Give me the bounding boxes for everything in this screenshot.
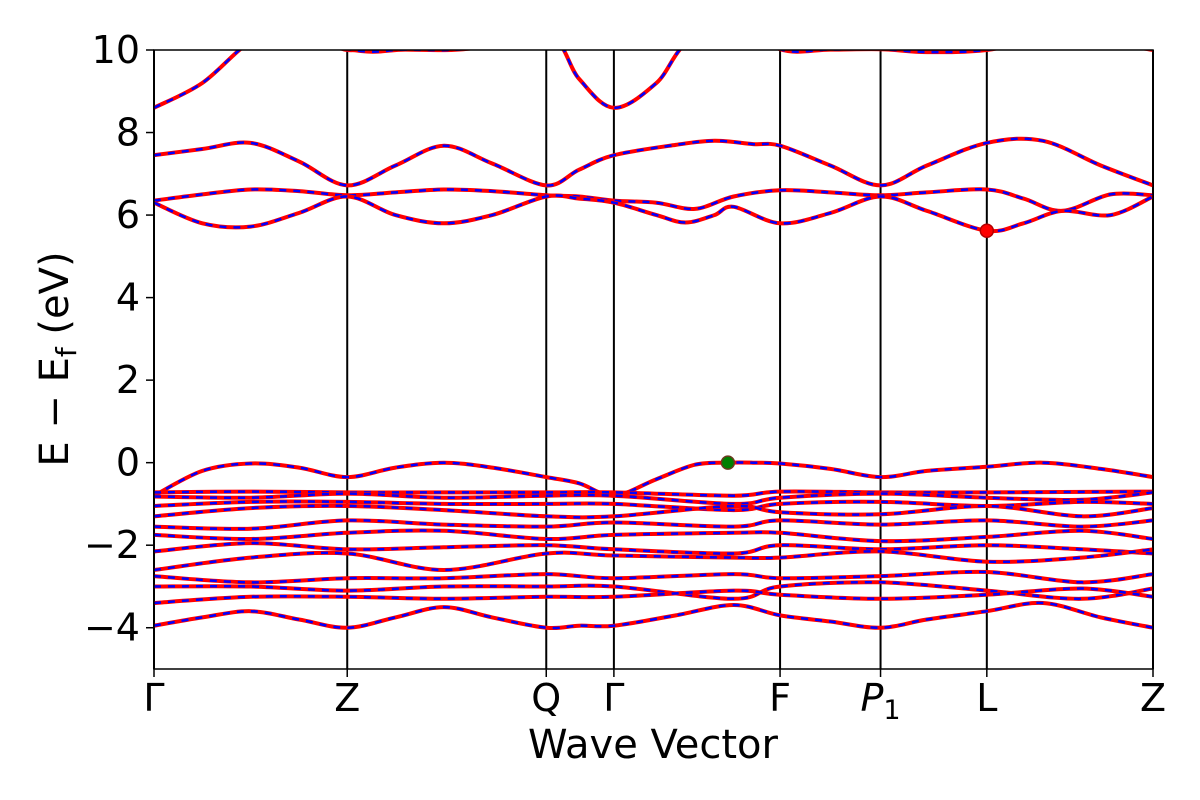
- x-tick-label-7: Z: [1140, 676, 1166, 720]
- band-spin-up-1: [340, 50, 1153, 55]
- x-tick-label-0: Γ: [143, 676, 164, 720]
- band-spin-up-14: [154, 569, 1153, 585]
- band-spin-down-7: [154, 491, 1153, 506]
- y-axis-ticks: −4 −2 0 2 4 6 8 10: [84, 28, 154, 650]
- y-axis-label: E − Ef (eV): [32, 251, 83, 466]
- y-tick-label-3: 2: [116, 358, 140, 402]
- plot-frame: [153, 49, 1154, 670]
- x-axis-label: Wave Vector: [528, 722, 779, 768]
- band-spin-up-17: [154, 600, 1153, 631]
- y-axis-label-unit: (eV): [32, 251, 78, 347]
- x-tick-label-main-3: Γ: [603, 676, 624, 720]
- x-tick-label-3: Γ: [603, 676, 624, 720]
- x-tick-label-4: F: [769, 676, 791, 720]
- x-tick-label-main-7: Z: [1140, 676, 1166, 720]
- x-tick-label-main-5: P: [860, 676, 883, 720]
- x-tick-label-2: Q: [531, 676, 561, 720]
- band-spin-down-12: [154, 541, 1153, 555]
- band-spin-down-13: [154, 548, 1153, 572]
- x-tick-label-main-6: L: [976, 676, 997, 720]
- band-spin-down-2: [154, 137, 1153, 187]
- y-tick-label-6: 8: [116, 111, 140, 155]
- extremum-marker-1: [979, 223, 995, 238]
- y-axis-label-main: E − E: [32, 357, 78, 467]
- x-tick-label-5: P1: [860, 676, 900, 726]
- extremum-marker-0: [720, 455, 736, 470]
- bands: [154, 50, 1153, 631]
- band-spin-down-16: [154, 587, 1153, 605]
- band-spin-up-10: [154, 518, 1153, 531]
- x-tick-label-sub-5: 1: [883, 695, 900, 726]
- band-spin-down-17: [154, 601, 1153, 630]
- band-spin-up-2: [154, 136, 1153, 188]
- band-spin-down-11: [154, 529, 1153, 543]
- band-spin-down-15: [154, 580, 1153, 601]
- band-spin-down-10: [154, 519, 1153, 531]
- band-spin-up-3: [154, 187, 1153, 213]
- band-spin-down-8: [154, 500, 1153, 512]
- x-tick-label-main-2: Q: [531, 676, 561, 720]
- band-spin-down-1: [344, 50, 1153, 54]
- y-tick-label-4: 4: [116, 276, 140, 320]
- x-axis-ticks: Γ Z Q Γ F P1 L Z: [143, 669, 1166, 726]
- y-tick-label-1: −2: [84, 523, 140, 567]
- band-spin-down-9: [154, 504, 1153, 519]
- band-spin-down-0: [154, 50, 682, 110]
- y-axis-label-subscript: f: [50, 346, 83, 357]
- y-tick-label-7: 10: [92, 28, 140, 72]
- x-tick-label-6: L: [976, 676, 997, 720]
- y-tick-label-0: −4: [84, 606, 140, 650]
- y-tick-label-2: 0: [116, 441, 140, 485]
- x-tick-label-main-4: F: [769, 676, 791, 720]
- band-spin-up-11: [154, 528, 1153, 544]
- band-spin-down-14: [154, 570, 1153, 584]
- x-tick-label-main-0: Γ: [143, 676, 164, 720]
- markers: [720, 223, 995, 470]
- y-tick-label-5: 6: [116, 193, 140, 237]
- band-spin-down-5: [154, 461, 1153, 497]
- x-tick-label-1: Z: [334, 676, 360, 720]
- x-tick-label-main-1: Z: [334, 676, 360, 720]
- band-spin-up-0: [154, 50, 683, 110]
